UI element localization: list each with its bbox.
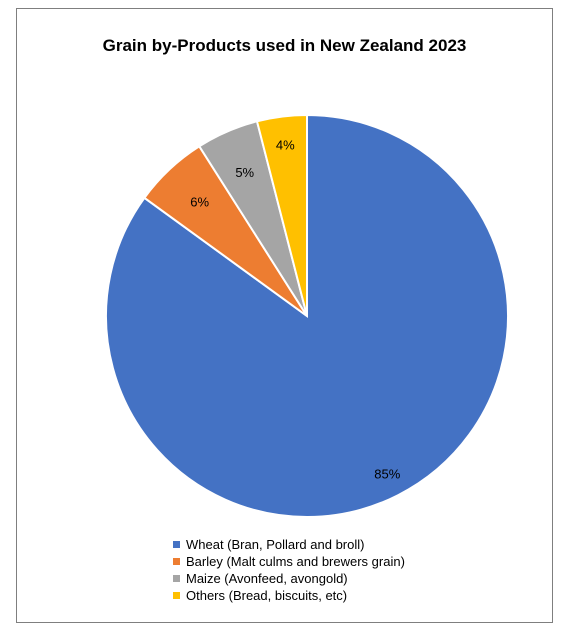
data-label-2: 5%	[235, 165, 254, 180]
legend-label-3: Others (Bread, biscuits, etc)	[186, 588, 348, 603]
legend-swatch-0	[173, 541, 180, 548]
legend: Wheat (Bran, Pollard and broll) Barley (M…	[173, 536, 405, 604]
legend-swatch-3	[173, 592, 180, 599]
legend-item-0: Wheat (Bran, Pollard and broll)	[173, 536, 405, 553]
legend-swatch-1	[173, 558, 180, 565]
legend-item-1: Barley (Malt culms and brewers grain)	[173, 553, 405, 570]
legend-swatch-2	[173, 575, 180, 582]
pie-slice-3	[255, 113, 308, 317]
legend-label-1: Barley (Malt culms and brewers grain)	[186, 554, 405, 569]
data-label-0: 85%	[374, 467, 400, 482]
data-label-1: 6%	[190, 195, 209, 210]
data-label-3: 4%	[276, 138, 295, 153]
legend-label-2: Maize (Avonfeed, avongold)	[186, 571, 348, 586]
chart-title: Grain by-Products used in New Zealand 20…	[102, 36, 467, 55]
legend-item-3: Others (Bread, biscuits, etc)	[173, 587, 405, 604]
legend-item-2: Maize (Avonfeed, avongold)	[173, 570, 405, 587]
legend-label-0: Wheat (Bran, Pollard and broll)	[186, 537, 365, 552]
